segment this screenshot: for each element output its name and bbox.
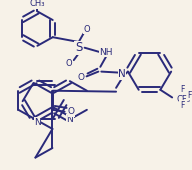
Text: S: S (75, 41, 82, 54)
Text: O: O (77, 73, 84, 82)
Text: N: N (118, 70, 126, 79)
Text: N: N (66, 115, 73, 124)
Text: NH: NH (99, 48, 113, 57)
Text: CH₃: CH₃ (30, 0, 45, 8)
Text: O: O (68, 107, 75, 116)
Text: F: F (180, 101, 184, 110)
Text: O: O (83, 25, 90, 34)
Text: F: F (180, 85, 184, 94)
Text: O: O (65, 59, 72, 69)
Text: F: F (188, 91, 192, 100)
Text: CF₃: CF₃ (177, 95, 191, 104)
Text: N: N (34, 118, 41, 127)
